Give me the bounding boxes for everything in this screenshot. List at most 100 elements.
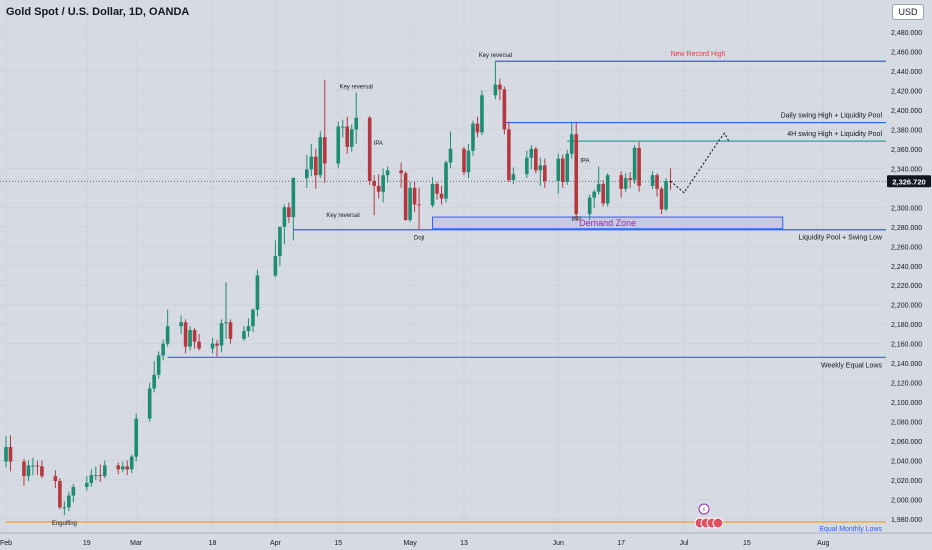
candle-body [340,126,345,128]
candle-body [309,156,314,170]
time-tick-label: 18 [209,540,217,547]
candle-body [62,507,67,509]
candle-body [8,446,13,462]
candle-body [543,165,547,182]
candle-body [655,175,659,189]
candle-body [152,374,156,389]
annotation-label: IPA [374,141,383,147]
candle-body [349,129,354,147]
candle-body [179,322,183,327]
candle-body [534,148,538,171]
candle-body [408,187,412,220]
lightning-event-glyph: ⚡ [702,506,707,514]
annotation-label: Key reversal [340,84,373,90]
candle-body [569,134,574,154]
candle-body [507,129,511,181]
candle-body [596,183,601,192]
candle-body [345,126,350,147]
price-tick-label: 2,120.000 [891,381,922,388]
level-4h-swing-label: 4H swing High + Liquidity Pool [787,131,882,138]
candle-body [412,187,417,205]
candle-body [511,174,516,181]
candle-body [102,465,107,477]
candle-body [71,486,76,496]
candle-body [372,181,376,186]
time-tick-label: 19 [83,540,91,547]
annotation-label: Engulfing [52,521,77,527]
candle-body [287,207,291,218]
time-tick-label: 15 [743,540,751,547]
time-tick-label: Feb [0,540,12,547]
price-tick-label: 2,020.000 [891,478,922,485]
price-tick-label: 2,260.000 [891,244,922,251]
candle-body [601,183,605,204]
annotation-label: IFP [572,217,581,223]
candle-body [466,150,471,173]
candle-body [444,162,448,199]
candle-body [525,157,529,175]
annotation-label: Doji [414,236,424,242]
candle-body [502,89,507,130]
price-tick-label: 2,040.000 [891,459,922,466]
candle-body [89,475,94,483]
candle-body [183,322,188,347]
level-liquidity-swing-low-label: Liquidity Pool + Swing Low [799,235,883,242]
candle-body [251,309,255,327]
level-daily-swing-label: Daily swing High + Liquidity Pool [781,113,883,120]
candle-body [587,197,592,215]
time-tick-label: Jul [680,540,689,547]
candle-body [471,123,475,151]
last-price-label: 2,326.720 [892,177,925,186]
candle-body [664,181,668,210]
level-weekly-equal-lows-label: Weekly Equal Lows [821,362,882,369]
candle-body [291,178,296,218]
candle-body [116,465,121,470]
price-tick-label: 2,000.000 [891,498,922,505]
price-tick-label: 2,060.000 [891,439,922,446]
candle-body [403,173,408,220]
price-tick-label: 2,340.000 [891,166,922,173]
price-tick-label: 2,160.000 [891,342,922,349]
candle-body [147,388,152,419]
candle-body [637,147,641,186]
time-tick-label: 13 [460,540,468,547]
candle-body [282,207,287,227]
candle-body [85,482,89,487]
candle-body [574,134,579,215]
candle-body [529,148,534,158]
candle-body [385,170,390,176]
lightning-event-icon [698,503,710,515]
candle-body [246,326,251,332]
candle-body [242,331,246,339]
price-tick-label: 2,200.000 [891,303,922,310]
economic-event-icon [712,517,724,529]
candle-body [560,158,565,182]
candle-body [632,147,637,181]
annotation-label: IPA [580,159,589,165]
candle-body [120,466,125,470]
candle-body [67,495,71,508]
candle-body [605,175,610,204]
candle-body [354,117,359,130]
candle-body [376,185,381,192]
candle-body [623,178,628,189]
demand-zone-label: Demand Zone [579,218,636,228]
candle-body [659,188,664,210]
candle-body [129,456,134,470]
level-equal-monthly-lows-label: Equal Monthly Lows [819,526,882,533]
price-tick-label: 2,480.000 [891,30,922,37]
candle-body [188,330,192,347]
candle-body [417,204,421,206]
candle-body [278,226,282,257]
price-tick-label: 2,440.000 [891,69,922,76]
candle-body [210,343,215,349]
time-tick-label: 17 [617,540,625,547]
candle-body [31,465,35,467]
price-tick-label: 2,360.000 [891,147,922,154]
candle-body [94,475,98,477]
projection-path [670,132,730,194]
currency-button[interactable]: USD [892,4,924,20]
price-tick-label: 2,400.000 [891,108,922,115]
candle-body [475,123,480,133]
